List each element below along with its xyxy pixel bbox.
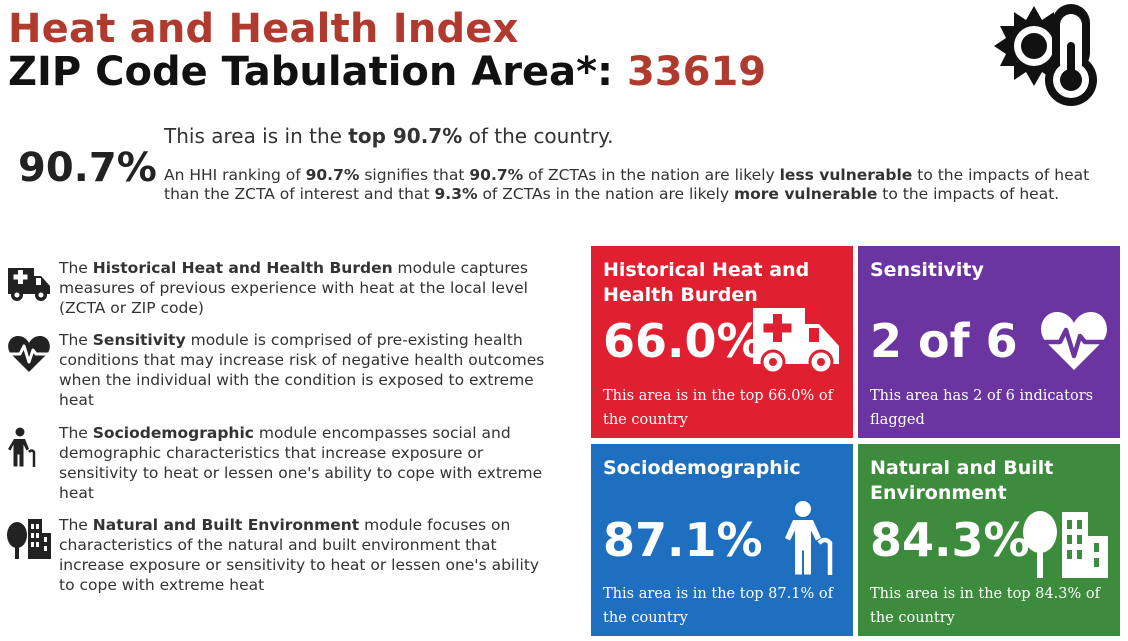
tile-value: 2 of 6 (870, 314, 1018, 368)
module-text: The Sensitivity module is comprised of p… (59, 331, 545, 409)
tile-historical-burden: Historical Heat and Health Burden 66.0% … (591, 246, 853, 438)
tile-sensitivity: Sensitivity 2 of 6 This area has 2 of 6 … (858, 246, 1120, 438)
module-text: The Historical Heat and Health Burden mo… (59, 259, 528, 317)
module-text: The Sociodemographic module encompasses … (59, 424, 543, 502)
page-title: Heat and Health Index (8, 6, 519, 52)
heartbeat-icon (8, 336, 50, 372)
summary-explanation: An HHI ranking of 90.7% signifies that 9… (164, 166, 1090, 203)
tile-value: 84.3% (870, 513, 1030, 567)
tile-value: 87.1% (603, 513, 763, 567)
page-subtitle: ZIP Code Tabulation Area*: 33619 (8, 48, 766, 96)
tile-description: This area is in the top 84.3% of the cou… (870, 586, 1100, 626)
heartbeat-icon (1041, 312, 1107, 370)
tile-title: Natural and Built Environment (870, 457, 1054, 504)
tile-description: This area has 2 of 6 indicators flagged (870, 388, 1094, 428)
subtitle-prefix: ZIP Code Tabulation Area*: (8, 49, 627, 95)
ambulance-icon (753, 308, 839, 374)
tile-value: 66.0% (603, 314, 763, 368)
zip-code: 33619 (626, 49, 767, 95)
overall-percentile: 90.7% (18, 145, 157, 191)
tree-building-icon (1023, 511, 1108, 578)
sun-thermometer-icon (994, 4, 1097, 106)
summary-headline: This area is in the top 90.7% of the cou… (164, 124, 614, 148)
ambulance-icon (8, 268, 50, 301)
tile-title: Historical Heat and Health Burden (603, 259, 810, 306)
tile-sociodemographic: Sociodemographic 87.1% This area is in t… (591, 444, 853, 636)
tile-description: This area is in the top 66.0% of the cou… (603, 388, 833, 428)
module-text: The Natural and Built Environment module… (59, 516, 540, 594)
person-cane-icon (8, 427, 36, 467)
tile-description: This area is in the top 87.1% of the cou… (603, 586, 833, 626)
tile-title: Sensitivity (870, 259, 984, 281)
tile-title: Sociodemographic (603, 457, 801, 479)
person-cane-icon (785, 501, 833, 575)
tree-building-icon (7, 519, 51, 559)
tile-natural-built-environment: Natural and Built Environment 84.3% This… (858, 444, 1120, 636)
